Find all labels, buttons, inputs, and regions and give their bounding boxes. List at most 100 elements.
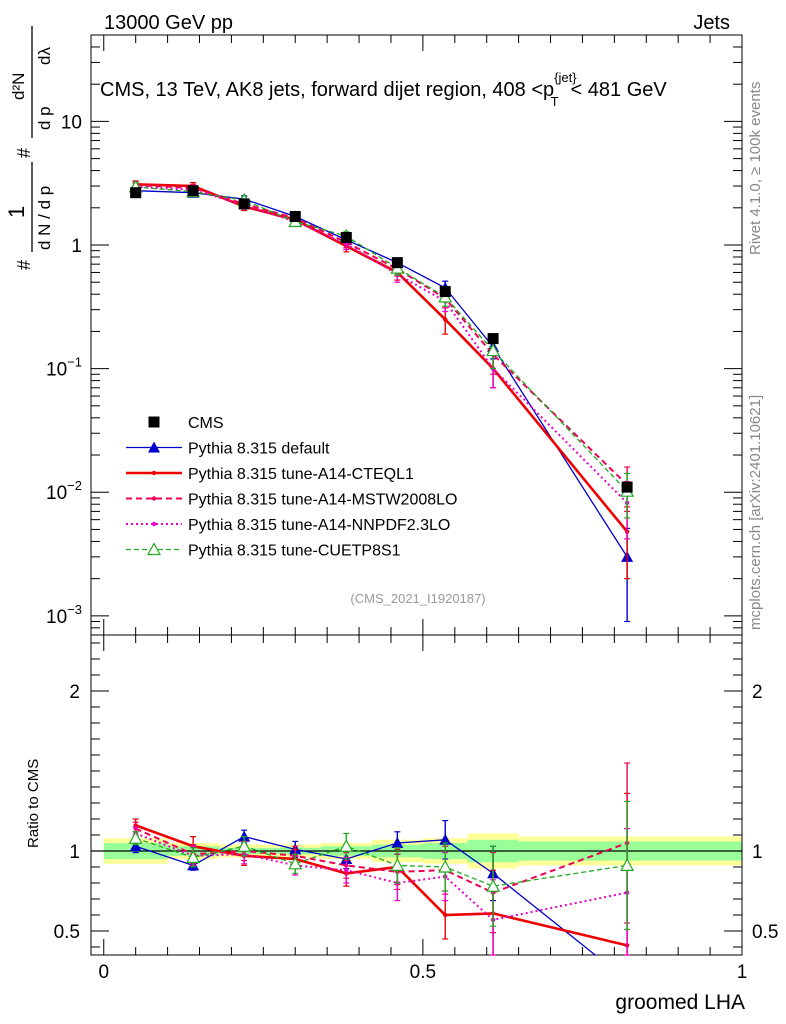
ratio-ticks: [91, 35, 743, 955]
y-label-hash2: #: [14, 148, 34, 158]
main-series: [128, 179, 635, 623]
legend: CMS Pythia 8.315 default Pythia 8.315 tune…: [126, 415, 457, 560]
legend-entry-a14_mstw: Pythia 8.315 tune-A14-MSTW2008LO: [126, 492, 457, 509]
ratio-point-cuetp8s1-5: [390, 858, 405, 872]
ratio-point-default-6: [439, 833, 452, 845]
plot-title-tail: < 481 GeV: [571, 79, 668, 101]
side-label-rivet: Rivet 4.1.0, ≥ 100k events: [747, 82, 764, 255]
main-y-ticks: [91, 34, 742, 636]
ratio-point-cuetp8s1-3: [288, 856, 303, 870]
y-tick-label-exp: −2: [67, 478, 82, 493]
ratio-y-tick-label-right-0: 0.5: [752, 922, 778, 943]
main-point-cms-3: [289, 211, 301, 223]
ratio-y-axis-label: Ratio to CMS: [25, 759, 42, 848]
ratio-point-cuetp8s1-7: [486, 878, 501, 892]
ratio-point-cuetp8s1-0: [128, 830, 143, 844]
legend-entry-cuetp8s1: Pythia 8.315 tune-CUETP8S1: [126, 542, 401, 560]
main-point-cms-4: [340, 232, 352, 244]
y-label-dlambda: dλ: [35, 47, 54, 65]
y-tick-label-exp: −1: [67, 355, 82, 370]
ratio-y-tick-label-right-1: 1: [752, 842, 763, 863]
main-series-a14_mstw: [132, 181, 631, 512]
y-tick-label-1: 10−2: [46, 478, 82, 504]
ratio-y-tick-label-left-2: 2: [69, 682, 80, 703]
ratio-line-a14_mstw: [135, 827, 628, 894]
ratio-tick-labels: 0.5 0.51 12 20 0.5 1: [54, 682, 779, 983]
legend-entry-a14_nnpdf: Pythia 8.315 tune-A14-NNPDF2.3LO: [126, 517, 450, 534]
ratio-plot-frame: [90, 634, 743, 956]
y-label-one: 1: [4, 206, 29, 218]
y-tick-label-2: 10−1: [46, 355, 82, 381]
legend-label-cuetp8s1: Pythia 8.315 tune-CUETP8S1: [188, 543, 401, 560]
x-tick-label-2: 1: [737, 962, 748, 983]
legend-label-a14_mstw: Pythia 8.315 tune-A14-MSTW2008LO: [188, 492, 457, 509]
ratio-y-tick-label-right-2: 2: [752, 682, 763, 703]
legend-marker-a14_nnpdf: [151, 521, 157, 527]
y-tick-label-4: 10: [61, 112, 82, 133]
legend-marker-a14_cteql1: [151, 470, 157, 476]
y-tick-label-base: 10: [46, 360, 67, 381]
plot-title-sub: T: [551, 94, 559, 109]
main-series-a14_nnpdf: [132, 182, 631, 540]
main-point-cms-2: [238, 198, 250, 210]
legend-entry-a14_cteql1: Pythia 8.315 tune-A14-CTEQL1: [126, 466, 414, 483]
ratio-point-cuetp8s1-4: [339, 838, 354, 852]
ratio-series-cuetp8s1: [128, 800, 635, 931]
ratio-point-a14_cteql1-6: [443, 912, 448, 918]
ratio-point-a14_nnpdf-4: [344, 868, 349, 873]
x-tick-label-0: 0: [98, 962, 109, 983]
y-label-d2n: d²N: [9, 73, 28, 100]
main-point-a14_cteql1-6: [443, 317, 448, 322]
ratio-point-default-0: [129, 840, 142, 852]
ratio-y-tick-label-left-1: 1: [69, 842, 80, 863]
plot-title-main: CMS, 13 TeV, AK8 jets, forward dijet reg…: [100, 79, 554, 101]
legend-marker-cuetp8s1: [146, 542, 162, 556]
ratio-y-tick-label-left-0: 0.5: [54, 922, 80, 943]
main-point-cuetp8s1-7: [486, 343, 501, 357]
legend-marker-cms: [148, 416, 160, 428]
y-tick-label-base: 10: [46, 483, 67, 504]
main-point-cms-7: [487, 333, 499, 345]
side-label-mcplots: mcplots.cern.ch [arXiv:2401.10621]: [747, 395, 764, 630]
plot-title: CMS, 13 TeV, AK8 jets, forward dijet reg…: [100, 70, 667, 109]
ratio-panel: 0.5 0.51 12 20 0.5 1: [54, 35, 779, 983]
legend-entry-default: Pythia 8.315 default: [126, 441, 330, 458]
energy-label: 13000 GeV pp: [104, 12, 233, 34]
legend-entry-cms: CMS: [148, 415, 224, 432]
y-label-dpt: d p: [35, 106, 54, 130]
main-y-axis-label: # 1/dN/dp_T # d^2N/dp_T dλ # 1 d N / d p…: [4, 26, 54, 270]
ratio-point-cuetp8s1-2: [237, 838, 252, 852]
main-point-cms-1: [187, 185, 199, 197]
y-tick-label-base: 10: [46, 607, 67, 628]
y-label-hash1: #: [14, 260, 34, 270]
x-axis-label: groomed LHA: [615, 991, 745, 1014]
y-tick-label-0: 10−3: [46, 602, 82, 628]
x-tick-label-1: 0.5: [410, 962, 436, 983]
legend-marker-a14_mstw: [151, 496, 157, 501]
main-point-cms-6: [439, 286, 451, 298]
ratio-series: [128, 762, 635, 956]
ratio-point-cuetp8s1-6: [438, 859, 453, 873]
main-point-cms-0: [130, 187, 142, 199]
legend-label-cms: CMS: [188, 415, 224, 432]
ratio-series-a14_cteql1: [132, 792, 631, 956]
y-tick-label-exp: −3: [67, 602, 82, 617]
ratio-point-cuetp8s1-8: [620, 858, 635, 872]
main-series-cms: [130, 185, 633, 493]
main-point-cms-8: [621, 481, 633, 493]
y-tick-label-3: 1: [71, 236, 82, 257]
legend-label-default: Pythia 8.315 default: [188, 441, 330, 458]
plot-title-sup: {jet}: [554, 70, 577, 85]
y-label-dn: d N / d p: [35, 186, 54, 250]
legend-marker-default: [148, 441, 160, 453]
analysis-id: (CMS_2021_I1920187): [350, 591, 485, 606]
legend-label-a14_nnpdf: Pythia 8.315 tune-A14-NNPDF2.3LO: [188, 517, 450, 534]
category-label: Jets: [693, 12, 730, 34]
ratio-point-cuetp8s1-1: [186, 850, 201, 864]
legend-label-a14_cteql1: Pythia 8.315 tune-A14-CTEQL1: [188, 466, 414, 483]
ratio-point-default-5: [391, 837, 404, 848]
main-point-cms-5: [391, 257, 403, 269]
